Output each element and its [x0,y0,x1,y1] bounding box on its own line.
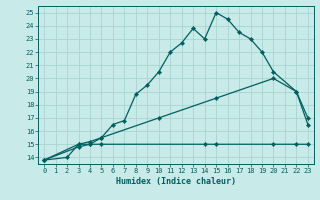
X-axis label: Humidex (Indice chaleur): Humidex (Indice chaleur) [116,177,236,186]
